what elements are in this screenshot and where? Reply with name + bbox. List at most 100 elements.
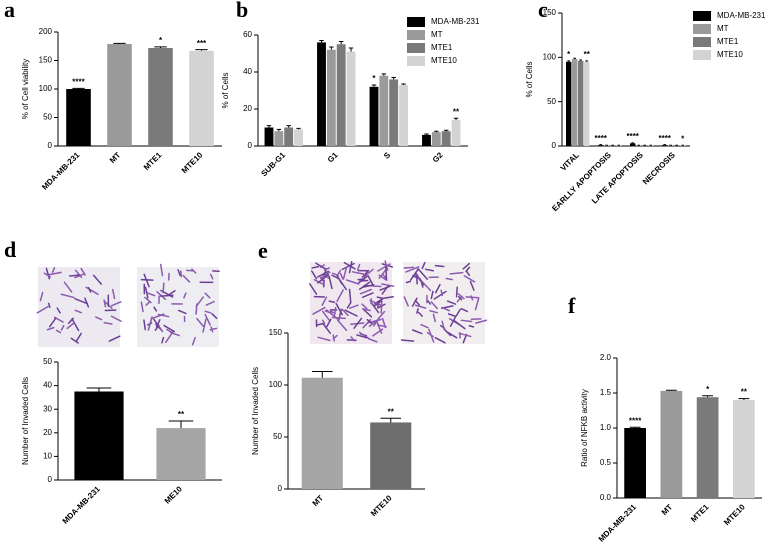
cell-stain [403, 296, 409, 307]
legend-swatch [693, 37, 711, 47]
cell-stain [339, 272, 344, 280]
cell-stain [362, 308, 371, 312]
cell-stain [144, 286, 149, 299]
cell-stain [145, 301, 151, 306]
cell-stain [202, 318, 207, 333]
cell-stain [463, 275, 476, 283]
cell-stain [103, 299, 107, 308]
cell-stain [325, 309, 338, 320]
bar [598, 145, 604, 146]
cell-stain [312, 306, 326, 315]
y-axis-label: Ratio of NFKB activity [580, 389, 589, 467]
panel-letter: a [4, 0, 15, 22]
cell-stain [328, 275, 333, 290]
cell-stain [80, 267, 86, 276]
cell-stain [405, 266, 420, 273]
bar [189, 50, 214, 147]
y-tick-label: 30 [43, 404, 52, 413]
cell-stain [362, 308, 373, 318]
x-tick-label: MTE10 [722, 502, 747, 527]
legend-swatch [407, 43, 425, 53]
cell-stain [411, 329, 423, 335]
bar [451, 120, 461, 146]
cell-stain [45, 267, 51, 280]
cell-stain [319, 271, 331, 279]
significance-label: ** [388, 407, 395, 416]
legend-swatch [407, 56, 425, 66]
y-tick-label: 0 [48, 141, 53, 150]
cell-stain [66, 321, 75, 330]
y-tick-label: 100 [543, 52, 557, 61]
bar [584, 61, 590, 147]
cell-stain [441, 320, 445, 331]
significance-label: **** [629, 416, 642, 425]
y-tick-label: 150 [269, 328, 283, 337]
cell-stain [163, 324, 176, 333]
cell-stain [379, 285, 391, 291]
cell-stain [335, 302, 343, 316]
cell-stain [456, 295, 463, 303]
cell-stain [434, 283, 441, 294]
error-bar [266, 125, 272, 128]
cell-stain [361, 303, 368, 310]
legend-label: MT [717, 24, 729, 33]
bar [441, 131, 451, 146]
cell-stain [381, 285, 389, 295]
error-bar [391, 77, 396, 80]
cell-stain [68, 274, 80, 277]
cell-stain [209, 327, 218, 331]
significance-label: **** [594, 134, 607, 143]
legend-label: MT [431, 30, 443, 39]
cell-stain [381, 283, 395, 287]
y-tick-label: 50 [43, 357, 52, 366]
x-tick-label: VITAL [559, 150, 581, 172]
cell-stain [416, 308, 419, 314]
error-bar [296, 127, 301, 130]
bar [336, 44, 346, 146]
bar [294, 129, 303, 146]
cell-stain [321, 296, 328, 307]
significance-label: * [681, 134, 685, 143]
cell-stain [426, 299, 432, 305]
error-bar [195, 49, 208, 51]
cell-stain [147, 292, 156, 297]
error-bar [453, 117, 459, 121]
cell-stain [322, 323, 332, 334]
error-bar [585, 60, 589, 62]
cell-stain [337, 319, 348, 332]
cell-stain [75, 332, 82, 342]
cell-stain [331, 274, 340, 280]
cell-stain [204, 313, 211, 326]
cell-stain [447, 313, 457, 318]
x-tick-label: NECROSIS [641, 150, 677, 186]
panel-letter: c [538, 0, 548, 22]
cell-stain [321, 310, 331, 322]
cell-stain [414, 304, 427, 309]
x-tick-label: G1 [326, 150, 340, 164]
cell-stain [411, 297, 418, 307]
cell-stain [381, 317, 387, 329]
cell-stain [474, 297, 480, 311]
significance-label: **** [626, 132, 639, 141]
cell-stain [46, 326, 55, 331]
cell-stain [361, 292, 374, 299]
legend-swatch [693, 50, 711, 60]
cell-stain [403, 266, 415, 269]
panel-chart: a% of Cell viability050100150200****MDA-… [4, 0, 222, 192]
cell-stain [415, 272, 421, 280]
cell-stain [157, 313, 170, 318]
cell-stain [449, 316, 456, 327]
cell-stain [204, 292, 211, 299]
error-bar [276, 128, 282, 132]
cell-stain [417, 311, 423, 317]
error-bar [154, 46, 167, 48]
cell-stain [159, 263, 164, 277]
cell-stain [369, 299, 383, 307]
y-tick-label: 10 [43, 452, 52, 461]
cell-stain [60, 324, 65, 331]
cell-stain [458, 295, 463, 301]
cell-stain [159, 294, 174, 297]
x-tick-label: MDA-MB-231 [597, 502, 639, 544]
legend-swatch [693, 24, 711, 34]
cell-stain [43, 272, 51, 278]
